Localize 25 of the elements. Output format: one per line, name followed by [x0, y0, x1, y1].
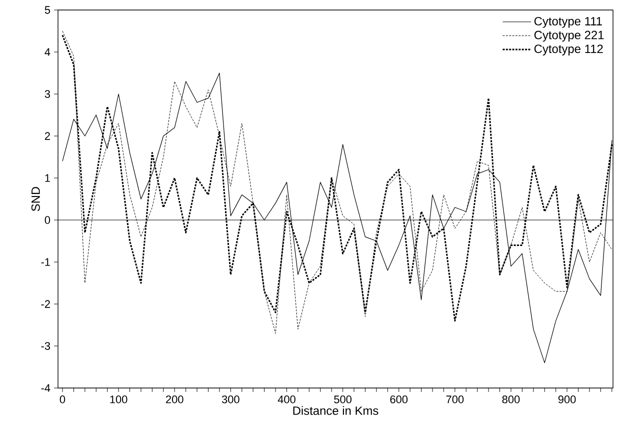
x-tick-label: 300	[222, 396, 240, 404]
legend-label: Cytotype 112	[534, 44, 603, 56]
y-tick-label: 4	[44, 48, 50, 56]
y-tick-label: 2	[44, 132, 50, 140]
x-axis-title: Distance in Kms	[293, 406, 378, 415]
y-tick-label: -1	[41, 258, 50, 266]
x-tick-label: 600	[390, 396, 408, 404]
y-tick-label: 1	[45, 174, 50, 182]
x-tick-label: 800	[502, 396, 520, 404]
y-tick-label: 0	[44, 216, 50, 224]
y-tick-label: 3	[44, 90, 50, 98]
x-tick-label: 900	[558, 396, 576, 404]
x-tick-label: 200	[166, 396, 184, 404]
y-tick-label: -2	[41, 300, 50, 308]
y-axis-title: SND	[31, 186, 40, 212]
y-tick-label: -3	[41, 342, 50, 350]
x-tick-label: 100	[110, 396, 128, 404]
x-tick-label: 500	[334, 396, 352, 404]
x-tick-label: 0	[60, 396, 66, 404]
x-tick-label: 700	[446, 396, 464, 404]
legend-label: Cytotype 111	[534, 16, 602, 28]
y-tick-label: 5	[44, 6, 50, 14]
legend-label: Cytotype 221	[534, 30, 604, 42]
x-tick-label: 400	[278, 396, 296, 404]
y-tick-label: -4	[41, 384, 50, 392]
